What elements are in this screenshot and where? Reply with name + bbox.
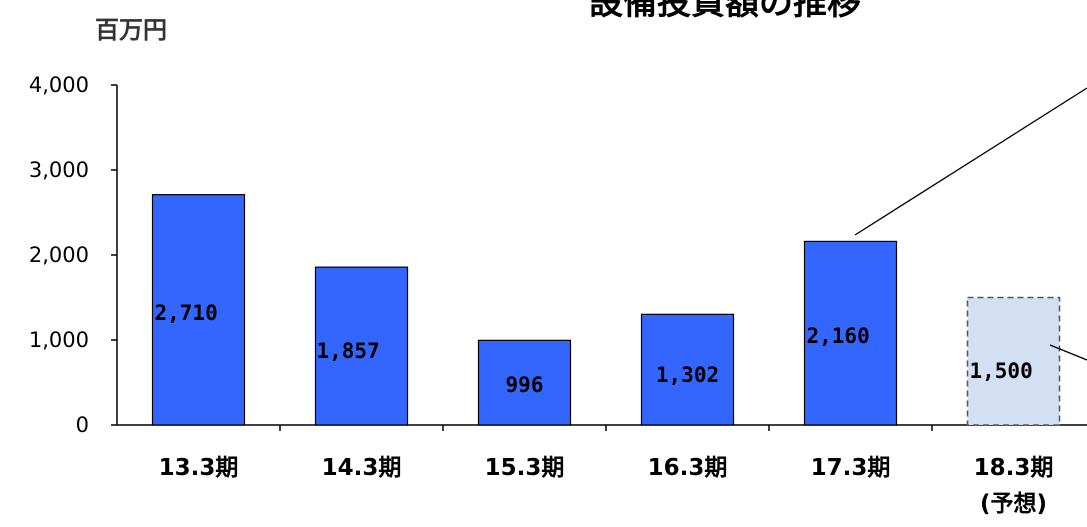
x-category-label: 17.3期 [811,455,891,481]
y-axis-unit-label: 百万円 [95,16,167,44]
callout-line-18-3 [1049,344,1087,361]
x-category-note: (予想) [980,491,1047,517]
callout-line-17-3 [854,87,1087,236]
x-category-label: 14.3期 [322,455,402,481]
bar-value-label: 996 [506,373,544,397]
bar-value-label: 1,302 [656,363,719,387]
x-category-label: 15.3期 [485,455,565,481]
data-labels-group: 2,710 1,857 996 1,302 2,160 1,500 [155,301,1033,397]
bar-value-label: 2,160 [807,324,870,348]
x-axis-tick-marks [279,425,933,431]
bar [314,266,409,426]
bar [640,313,735,426]
bar-forecast [966,296,1061,426]
x-axis-labels: 13.3期 14.3期 15.3期 16.3期 17.3期 18.3期 (予想) [159,455,1054,517]
bar [803,240,898,426]
y-tick-label: 4,000 [29,73,89,97]
y-tick-label: 0 [76,413,89,437]
y-tick-label: 1,000 [29,328,89,352]
y-axis-ticks: 0 1,000 2,000 3,000 4,000 [29,73,117,437]
x-category-label: 13.3期 [159,455,239,481]
bar-value-label: 1,857 [317,339,380,363]
x-category-label: 18.3期 [974,455,1054,481]
y-tick-label: 3,000 [29,158,89,182]
bars-group [151,194,1061,426]
y-tick-label: 2,000 [29,243,89,267]
bar-value-label: 1,500 [970,359,1033,383]
bar-value-label: 2,710 [155,301,218,325]
x-category-label: 16.3期 [648,455,728,481]
bar [151,194,246,426]
bar [477,339,572,426]
chart-title: 設備投資額の推移 [589,0,861,23]
